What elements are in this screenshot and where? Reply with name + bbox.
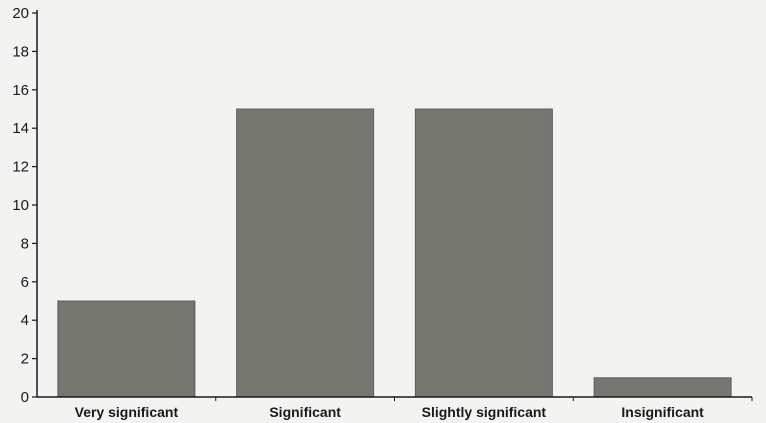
y-tick-label: 8	[21, 235, 29, 252]
bars	[57, 108, 732, 398]
y-tick-label: 10	[12, 197, 29, 214]
y-tick-label: 0	[21, 389, 29, 406]
y-tick-label: 2	[21, 351, 29, 368]
y-tick-label: 16	[12, 82, 29, 99]
y-axis-ticks: 0 2 4 6 8 10 12 14 16 18 20	[12, 5, 37, 406]
y-tick-label: 14	[12, 120, 29, 137]
y-tick-label: 6	[21, 274, 29, 291]
x-axis-labels: Very significant Significant Slightly sign…	[75, 397, 753, 420]
x-category-label: Slightly significant	[422, 404, 547, 420]
y-tick-label: 18	[12, 43, 29, 60]
x-category-label: Very significant	[75, 404, 179, 420]
bar-insignificant	[593, 377, 732, 398]
y-tick-label: 20	[12, 5, 29, 22]
x-category-label: Insignificant	[621, 404, 704, 420]
bar-very-significant	[57, 300, 196, 398]
x-category-label: Significant	[269, 404, 341, 420]
y-tick-label: 4	[21, 312, 29, 329]
y-tick-label: 12	[12, 159, 29, 176]
bar-slightly-significant	[414, 108, 553, 398]
bar-significant	[236, 108, 375, 398]
